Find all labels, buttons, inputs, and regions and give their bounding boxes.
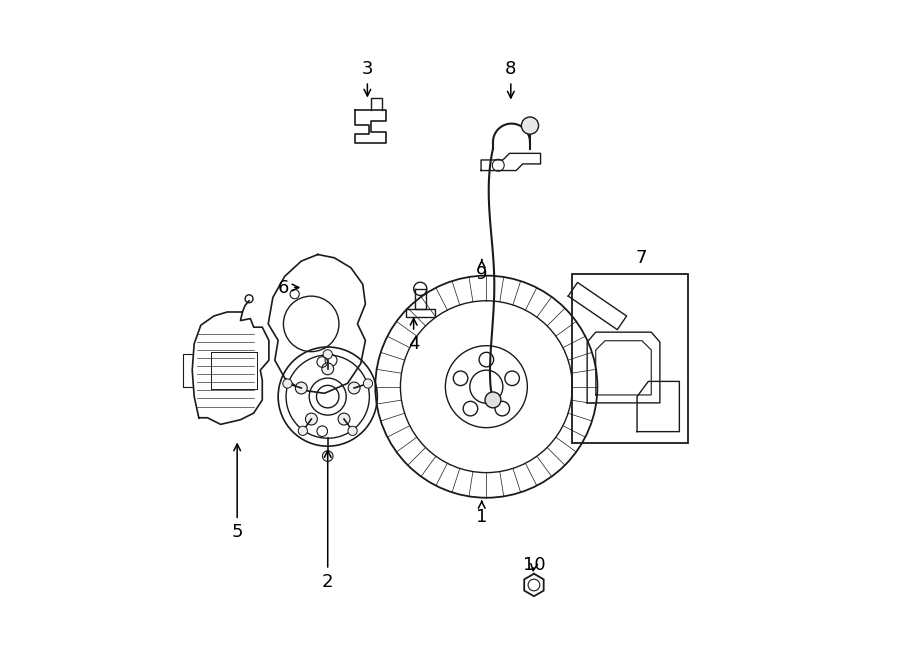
Circle shape bbox=[348, 426, 357, 436]
Text: 7: 7 bbox=[636, 249, 647, 267]
Circle shape bbox=[521, 117, 538, 134]
Text: 5: 5 bbox=[231, 444, 243, 541]
Circle shape bbox=[298, 426, 308, 436]
Bar bbox=[572, 274, 688, 443]
Circle shape bbox=[322, 363, 334, 375]
Text: 6: 6 bbox=[278, 278, 299, 297]
Text: 3: 3 bbox=[362, 60, 374, 96]
Circle shape bbox=[295, 382, 307, 394]
Circle shape bbox=[322, 451, 333, 461]
Circle shape bbox=[364, 379, 373, 388]
Text: 10: 10 bbox=[523, 556, 545, 574]
Text: 1: 1 bbox=[476, 502, 488, 526]
Circle shape bbox=[485, 392, 501, 408]
Text: 9: 9 bbox=[476, 260, 488, 284]
Circle shape bbox=[348, 382, 360, 394]
Circle shape bbox=[338, 413, 350, 425]
Text: 8: 8 bbox=[505, 60, 517, 98]
Text: 2: 2 bbox=[322, 451, 334, 591]
Circle shape bbox=[323, 350, 332, 359]
Text: 4: 4 bbox=[408, 319, 419, 353]
Circle shape bbox=[283, 379, 293, 388]
Circle shape bbox=[305, 413, 318, 425]
